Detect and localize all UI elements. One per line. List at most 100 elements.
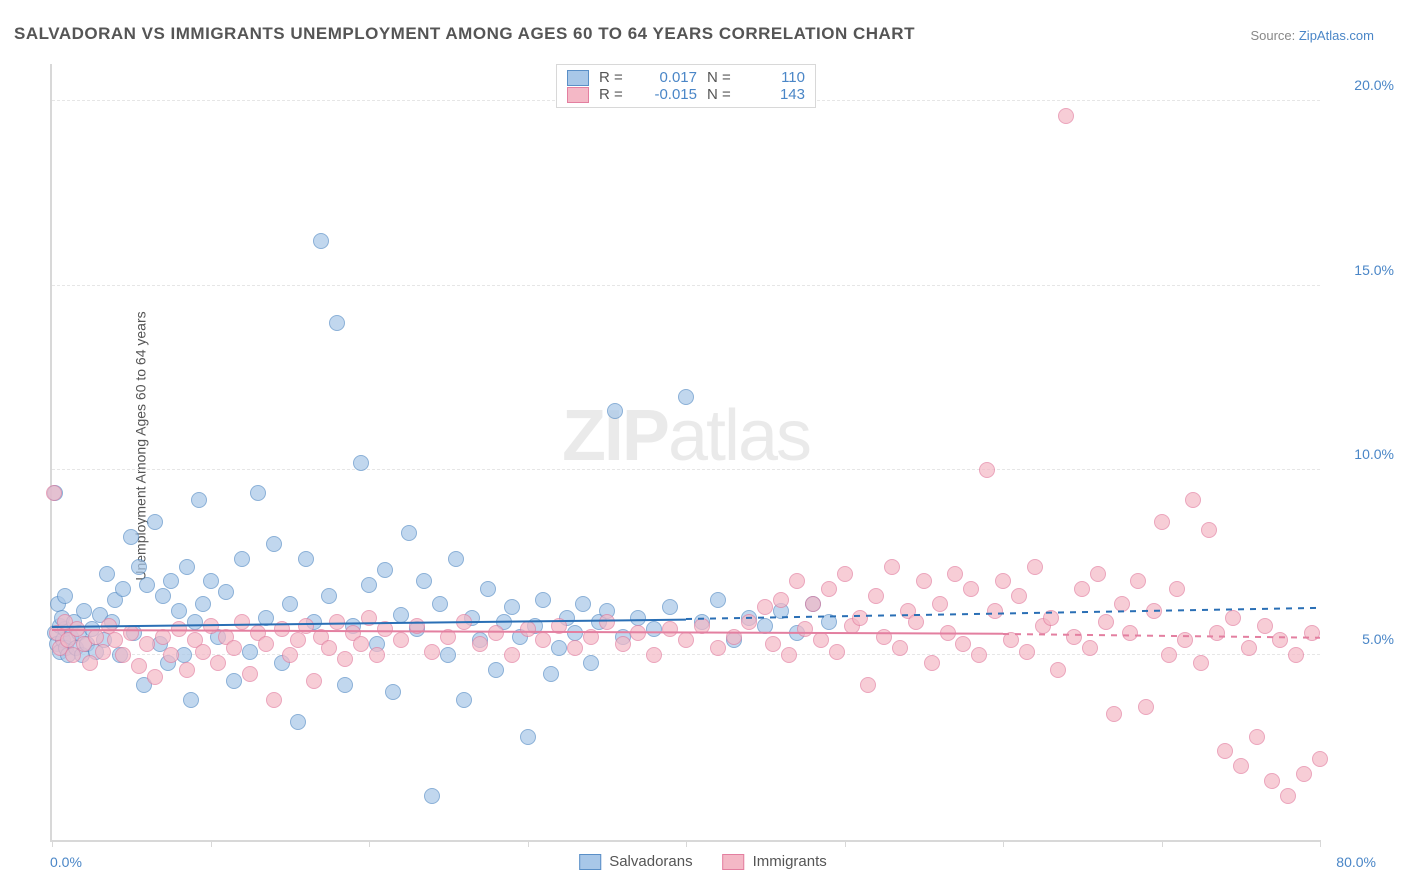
data-point xyxy=(955,636,971,652)
data-point xyxy=(781,647,797,663)
series-legend: Salvadorans Immigrants xyxy=(579,853,827,870)
x-tick xyxy=(369,840,370,847)
data-point xyxy=(187,614,203,630)
legend-row: R =0.017N =110 xyxy=(567,69,805,86)
data-point xyxy=(1019,644,1035,660)
data-point xyxy=(183,692,199,708)
r-label: R = xyxy=(599,69,627,86)
x-tick xyxy=(1162,840,1163,847)
data-point xyxy=(615,636,631,652)
legend-swatch xyxy=(723,854,745,870)
data-point xyxy=(1201,522,1217,538)
data-point xyxy=(947,566,963,582)
data-point xyxy=(662,599,678,615)
data-point xyxy=(155,588,171,604)
data-point xyxy=(57,588,73,604)
legend-item: Immigrants xyxy=(723,853,827,870)
data-point xyxy=(1122,625,1138,641)
data-point xyxy=(488,662,504,678)
data-point xyxy=(1161,647,1177,663)
data-point xyxy=(377,562,393,578)
data-point xyxy=(504,599,520,615)
watermark: ZIPatlas xyxy=(562,395,810,477)
data-point xyxy=(757,599,773,615)
n-value: 143 xyxy=(745,86,805,103)
data-point xyxy=(76,603,92,619)
data-point xyxy=(1050,662,1066,678)
data-point xyxy=(337,677,353,693)
data-point xyxy=(123,625,139,641)
data-point xyxy=(710,640,726,656)
data-point xyxy=(266,536,282,552)
data-point xyxy=(520,729,536,745)
data-point xyxy=(1296,766,1312,782)
data-point xyxy=(1312,751,1328,767)
data-point xyxy=(924,655,940,671)
data-point xyxy=(678,389,694,405)
data-point xyxy=(1098,614,1114,630)
data-point xyxy=(520,621,536,637)
data-point xyxy=(821,581,837,597)
legend-label: Immigrants xyxy=(753,853,827,870)
data-point xyxy=(179,559,195,575)
data-point xyxy=(123,529,139,545)
legend-swatch xyxy=(567,87,589,103)
data-point xyxy=(191,492,207,508)
data-point xyxy=(797,621,813,637)
legend-item: Salvadorans xyxy=(579,853,692,870)
data-point xyxy=(1058,108,1074,124)
chart-title: SALVADORAN VS IMMIGRANTS UNEMPLOYMENT AM… xyxy=(14,24,915,44)
data-point xyxy=(765,636,781,652)
data-point xyxy=(963,581,979,597)
data-point xyxy=(163,647,179,663)
data-point xyxy=(789,573,805,589)
data-point xyxy=(242,644,258,660)
data-point xyxy=(361,577,377,593)
data-point xyxy=(226,640,242,656)
data-point xyxy=(1138,699,1154,715)
source-link[interactable]: ZipAtlas.com xyxy=(1299,28,1374,43)
data-point xyxy=(535,592,551,608)
data-point xyxy=(1027,559,1043,575)
data-point xyxy=(369,647,385,663)
data-point xyxy=(1233,758,1249,774)
r-value: 0.017 xyxy=(637,69,697,86)
data-point xyxy=(250,485,266,501)
data-point xyxy=(226,673,242,689)
data-point xyxy=(163,573,179,589)
data-point xyxy=(662,621,678,637)
data-point xyxy=(646,621,662,637)
data-point xyxy=(543,666,559,682)
legend-swatch xyxy=(579,854,601,870)
x-axis-max-label: 80.0% xyxy=(1336,854,1376,870)
data-point xyxy=(813,632,829,648)
correlation-legend: R =0.017N =110R =-0.015N =143 xyxy=(556,64,816,108)
data-point xyxy=(480,581,496,597)
data-point xyxy=(575,596,591,612)
y-tick-label: 5.0% xyxy=(1362,631,1394,647)
data-point xyxy=(979,462,995,478)
data-point xyxy=(393,632,409,648)
source-prefix: Source: xyxy=(1250,28,1298,43)
data-point xyxy=(242,666,258,682)
source-attribution: Source: ZipAtlas.com xyxy=(1250,28,1374,43)
data-point xyxy=(551,640,567,656)
data-point xyxy=(1066,629,1082,645)
data-point xyxy=(234,614,250,630)
data-point xyxy=(203,573,219,589)
data-point xyxy=(1217,743,1233,759)
data-point xyxy=(1264,773,1280,789)
data-point xyxy=(1130,573,1146,589)
n-value: 110 xyxy=(745,69,805,86)
data-point xyxy=(567,640,583,656)
data-point xyxy=(456,692,472,708)
data-point xyxy=(171,603,187,619)
data-point xyxy=(472,636,488,652)
r-value: -0.015 xyxy=(637,86,697,103)
gridline xyxy=(52,469,1320,470)
data-point xyxy=(179,662,195,678)
x-tick xyxy=(211,840,212,847)
x-tick xyxy=(528,840,529,847)
data-point xyxy=(852,610,868,626)
legend-row: R =-0.015N =143 xyxy=(567,86,805,103)
